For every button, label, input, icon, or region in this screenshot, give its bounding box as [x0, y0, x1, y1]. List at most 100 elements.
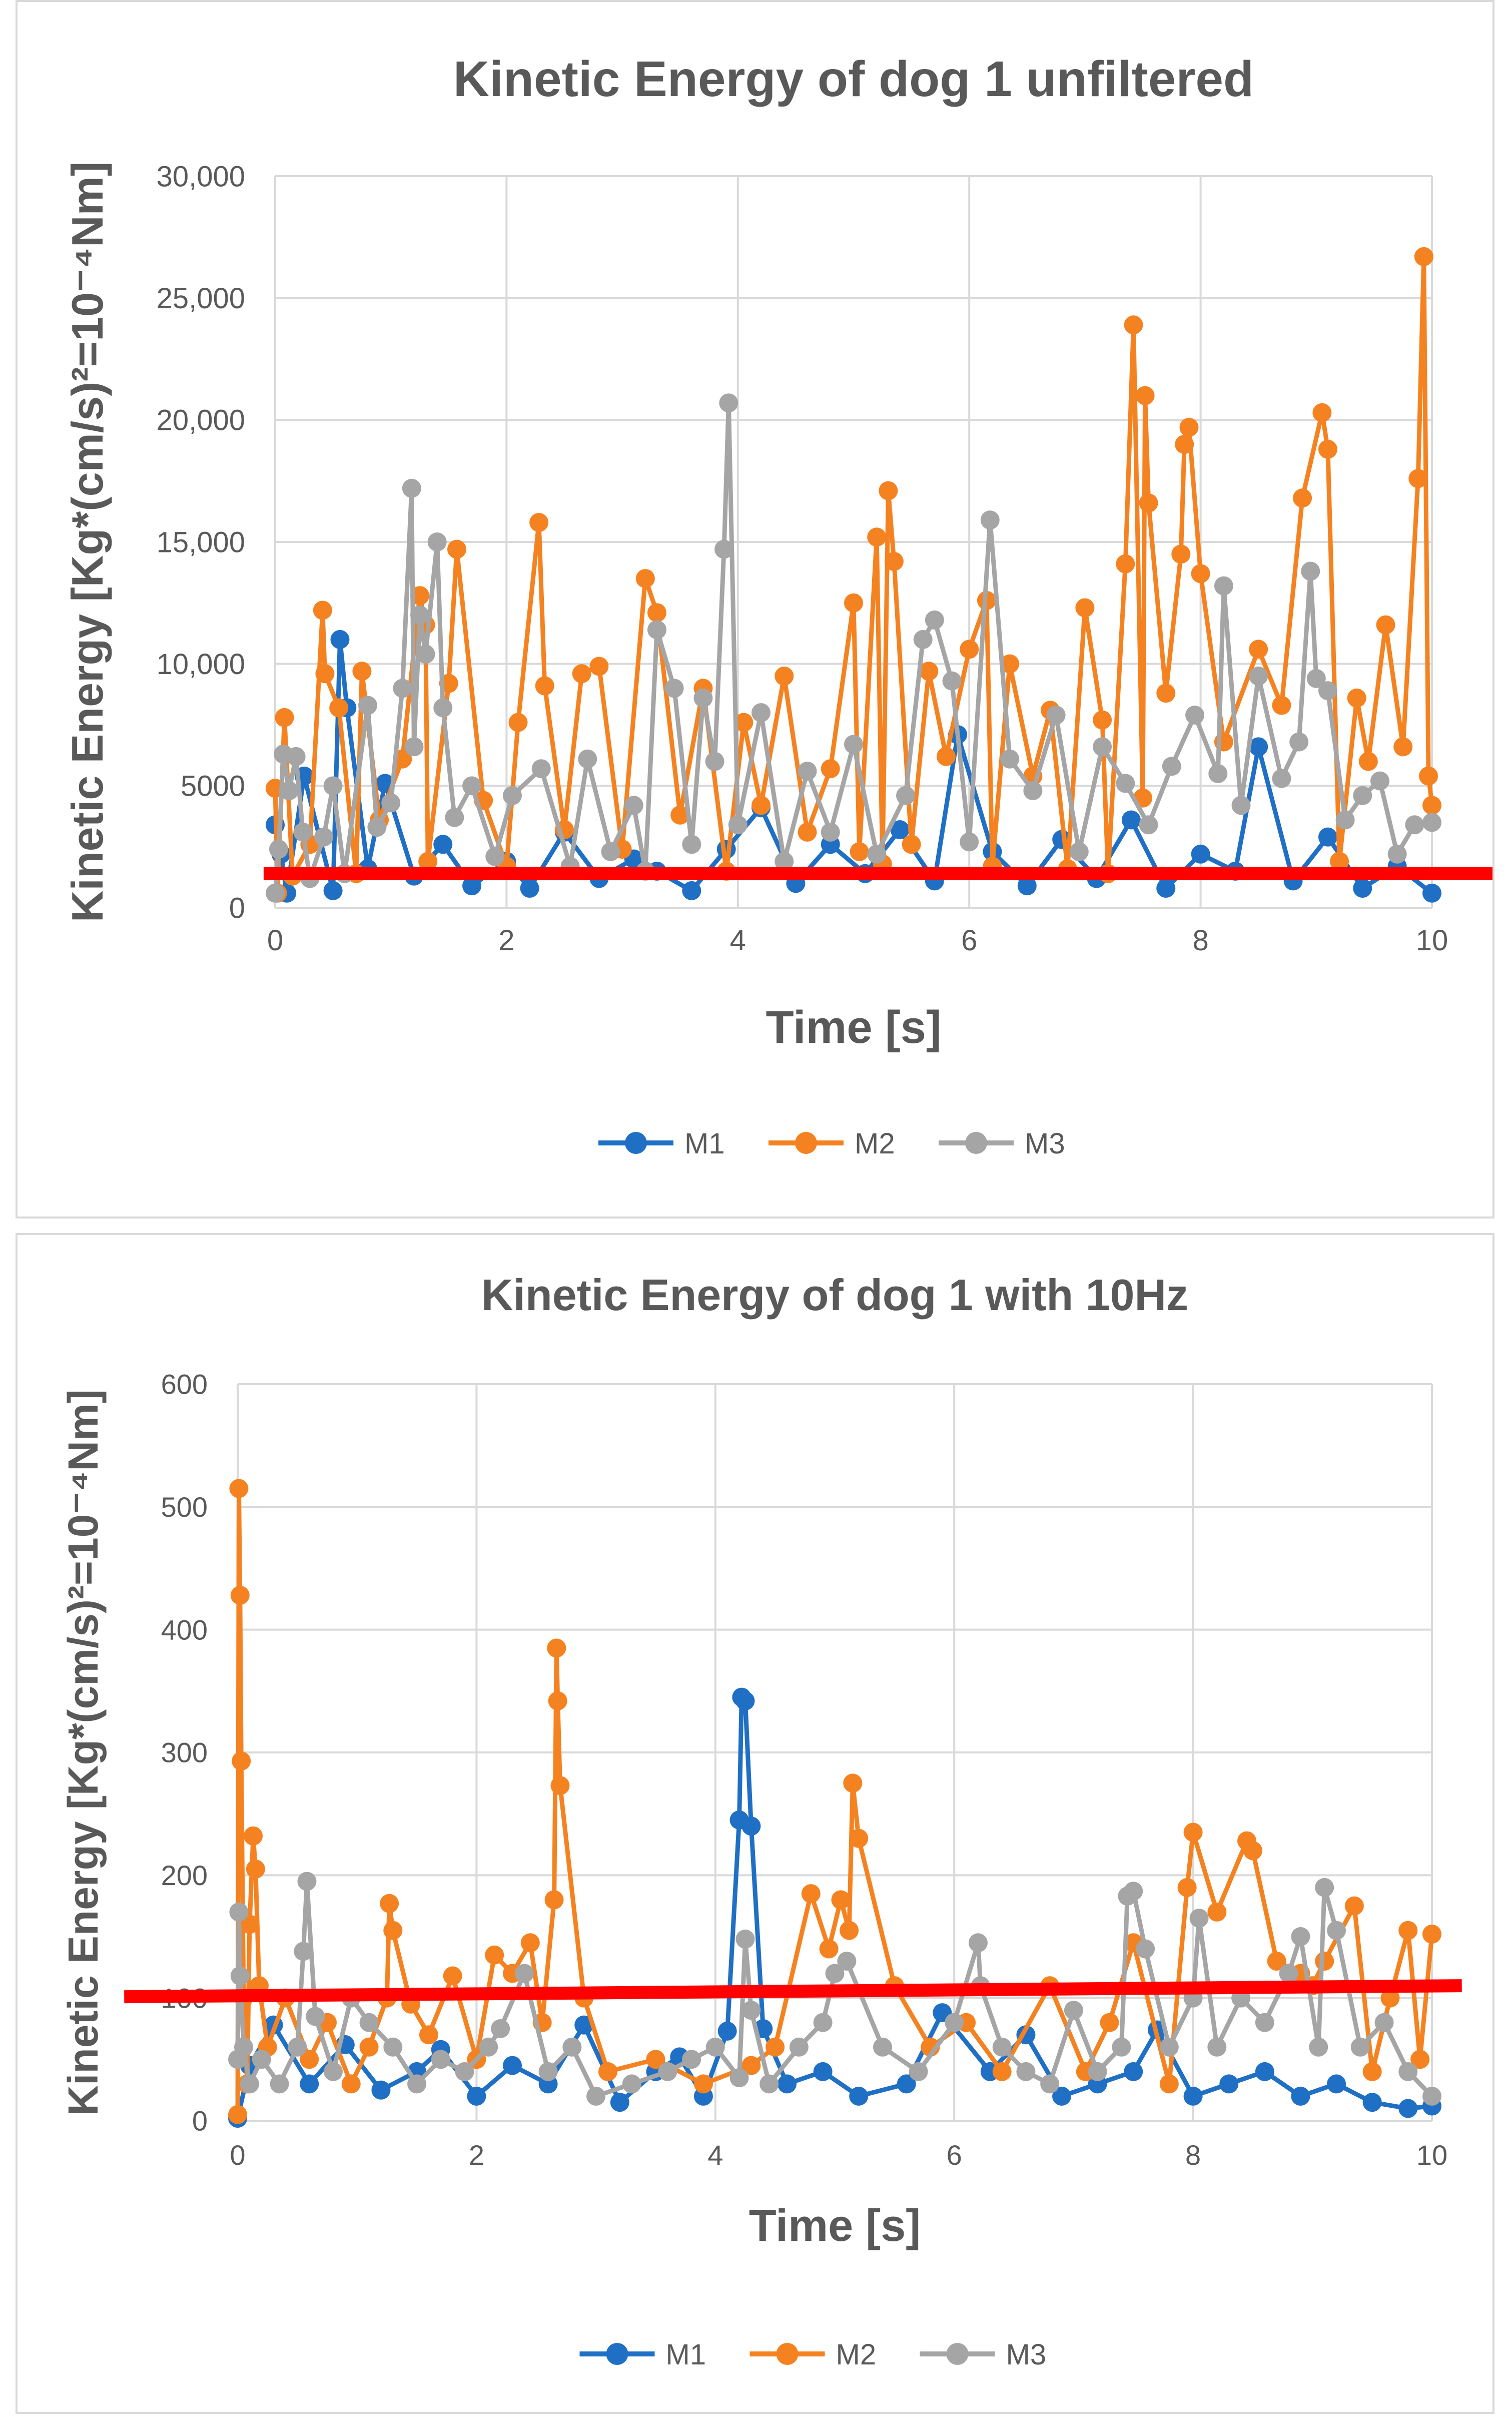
data-point-m2: [867, 527, 887, 547]
legend-swatch-marker: [776, 2343, 799, 2365]
data-point-m3: [1000, 749, 1020, 769]
data-point-m2: [1139, 493, 1158, 513]
data-point-m1: [1052, 2086, 1072, 2106]
chart-10hz: Kinetic Energy of dog 1 with 10Hz0100200…: [60, 1270, 1462, 2371]
data-point-m1: [849, 2086, 869, 2106]
data-point-m2: [246, 1860, 265, 1879]
data-point-m3: [960, 832, 979, 852]
data-point-m2: [1315, 1952, 1334, 1971]
data-point-m3: [562, 2037, 582, 2057]
data-point-m1: [1362, 2093, 1382, 2112]
data-point-m2: [447, 539, 466, 559]
data-point-m3: [980, 510, 1000, 530]
data-point-m3: [682, 835, 701, 854]
data-point-m1: [503, 2056, 522, 2075]
data-point-m2: [1318, 439, 1337, 459]
data-point-m1: [520, 879, 539, 898]
data-point-m2: [313, 600, 332, 620]
data-point-m3: [1016, 2062, 1036, 2081]
data-point-m2: [550, 1776, 570, 1795]
data-point-m2: [229, 1479, 249, 1498]
data-point-m2: [1243, 1841, 1262, 1861]
data-point-m3: [1272, 769, 1291, 788]
data-point-m2: [1393, 737, 1413, 757]
data-point-m3: [789, 2037, 809, 2057]
data-point-m3: [1279, 1964, 1298, 1983]
data-point-m3: [427, 532, 447, 551]
data-point-m2: [1419, 766, 1438, 786]
data-point-m2: [315, 664, 335, 684]
data-point-m2: [520, 1933, 540, 1953]
data-point-m2: [1191, 564, 1210, 583]
data-point-m2: [1267, 1952, 1286, 1971]
data-point-m2: [741, 2056, 761, 2075]
data-point-m3: [1231, 796, 1251, 815]
x-tick-label: 0: [267, 924, 283, 957]
data-point-m3: [751, 703, 771, 723]
legend-swatch-marker: [965, 1132, 987, 1154]
data-point-m3: [1185, 706, 1205, 725]
data-point-m1: [1353, 879, 1372, 898]
data-point-m2: [821, 759, 840, 779]
data-point-m1: [574, 2015, 594, 2035]
y-tick-label: 15,000: [157, 526, 245, 558]
x-tick-label: 6: [947, 2139, 962, 2171]
data-point-m2: [798, 822, 817, 842]
data-point-m1: [1191, 844, 1210, 864]
data-point-m3: [1139, 815, 1158, 835]
data-point-m2: [1422, 796, 1441, 815]
data-point-m1: [778, 2074, 797, 2094]
y-axis-label: Kinetic Energy [Kg*(cm/s)²=10⁻⁴Nm]: [60, 1389, 107, 2115]
data-point-m3: [837, 1952, 857, 1971]
data-point-m3: [279, 781, 299, 801]
data-point-m2: [529, 513, 549, 532]
data-point-m2: [275, 708, 294, 727]
data-point-m3: [1405, 815, 1424, 835]
data-point-m3: [913, 630, 933, 649]
data-point-m3: [462, 776, 482, 796]
data-point-m2: [410, 586, 429, 605]
data-point-m1: [1249, 737, 1268, 757]
data-point-m3: [942, 671, 962, 691]
data-point-m3: [230, 1966, 250, 1986]
legend-label: M1: [684, 1127, 725, 1160]
data-point-m2: [884, 551, 904, 571]
data-point-m2: [1116, 554, 1135, 573]
y-tick-label: 10,000: [157, 648, 245, 681]
y-tick-label: 0: [192, 2105, 208, 2137]
x-tick-label: 8: [1185, 2139, 1201, 2171]
y-tick-label: 5000: [181, 770, 245, 803]
legend-label: M1: [666, 2338, 706, 2371]
data-point-m3: [1023, 781, 1043, 801]
data-point-m3: [1093, 737, 1112, 757]
data-point-m2: [1156, 684, 1176, 703]
data-point-m1: [717, 2021, 737, 2041]
data-point-m2: [1422, 1925, 1441, 1944]
data-point-m3: [719, 393, 738, 413]
data-point-m2: [1124, 315, 1143, 335]
y-axis-label: Kinetic Energy [Kg*(cm/s)²=10⁻⁴Nm]: [63, 162, 112, 922]
data-point-m1: [1183, 2086, 1203, 2106]
data-point-m2: [1293, 488, 1312, 508]
data-point-m3: [270, 2074, 289, 2094]
data-point-m3: [1207, 2037, 1227, 2057]
data-point-m1: [1291, 2086, 1310, 2106]
data-point-m2: [244, 1826, 263, 1846]
x-axis-label: Time [s]: [766, 1002, 941, 1053]
data-point-m3: [402, 478, 421, 498]
data-point-m2: [383, 1921, 403, 1940]
data-point-m3: [1249, 667, 1268, 686]
data-point-m1: [1398, 2099, 1418, 2118]
data-point-m2: [598, 2062, 617, 2081]
data-point-m1: [1318, 827, 1337, 847]
data-point-m1: [890, 820, 910, 840]
data-point-m2: [535, 676, 554, 696]
data-point-m3: [682, 2050, 701, 2069]
data-point-m3: [664, 679, 684, 698]
data-point-m2: [1135, 386, 1155, 405]
data-point-m3: [1353, 786, 1372, 805]
data-point-m3: [813, 2013, 833, 2032]
data-point-m3: [485, 847, 505, 866]
data-point-m2: [572, 664, 591, 684]
data-point-m2: [1330, 852, 1349, 871]
